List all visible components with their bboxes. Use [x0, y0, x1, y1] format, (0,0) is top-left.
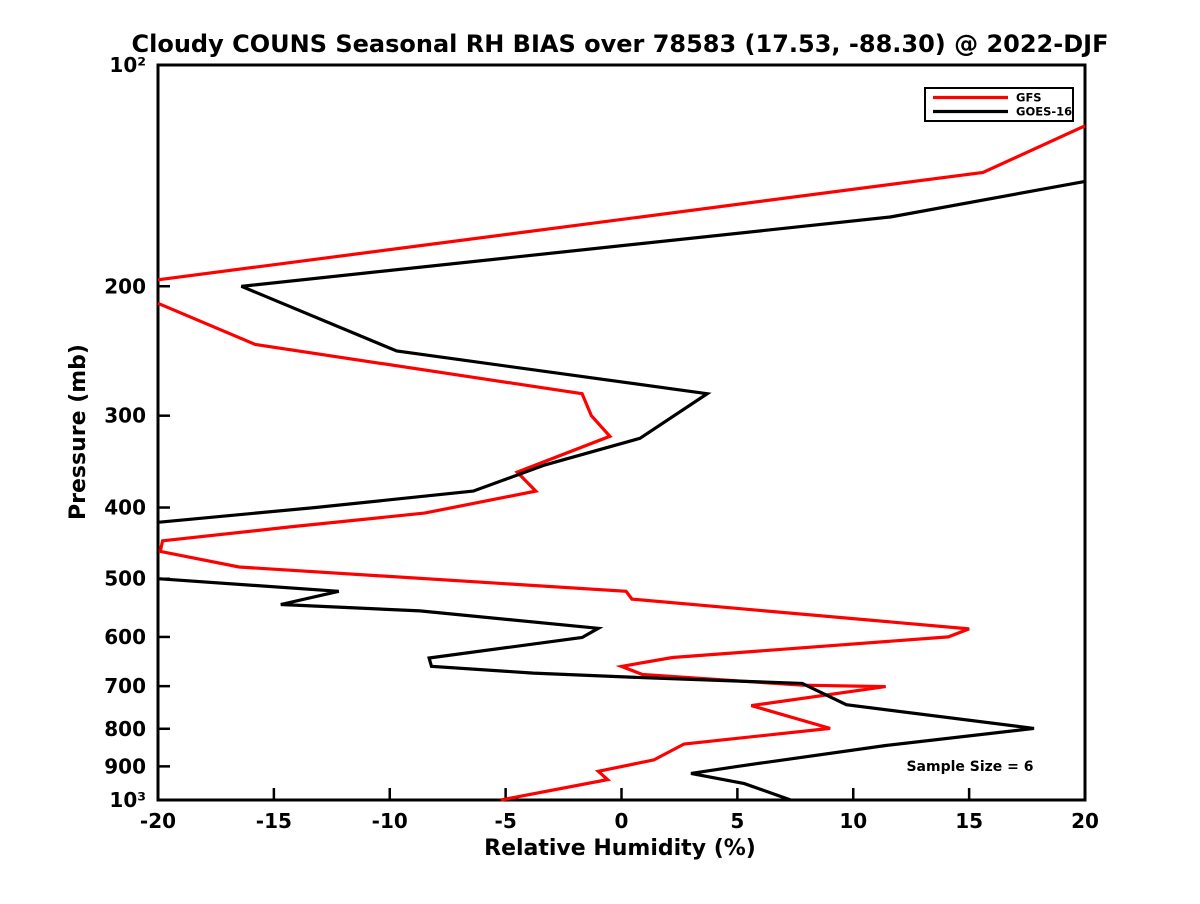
series-line-GOES-16 — [157, 577, 1035, 802]
plot-box — [156, 63, 1087, 802]
y-tick-label: 10² — [109, 53, 146, 77]
chart-title: Cloudy COUNS Seasonal RH BIAS over 78583… — [132, 30, 1109, 58]
x-tick-label: 10 — [839, 809, 867, 833]
x-tick-label: 0 — [615, 809, 629, 833]
y-tick-label: 10³ — [109, 788, 146, 812]
y-tick-label: 200 — [104, 274, 146, 298]
x-tick-label: -20 — [140, 809, 176, 833]
series-line-GFS — [157, 301, 970, 802]
y-tick-label: 900 — [104, 754, 146, 778]
y-tick-label: 300 — [104, 404, 146, 428]
series-line-GOES-16 — [157, 179, 1086, 524]
series-lines — [157, 124, 1086, 802]
y-tick-label: 600 — [104, 625, 146, 649]
x-axis-label: Relative Humidity (%) — [484, 836, 756, 861]
x-tick-label: 15 — [955, 809, 983, 833]
axis-ticks: -20 -15 -10 -5 0 5 10 15 20 10² 200 300 400 500 600 700… — [104, 53, 1099, 833]
x-tick-label: 20 — [1071, 809, 1099, 833]
x-tick-label: -10 — [372, 809, 408, 833]
x-tick-label: -15 — [256, 809, 292, 833]
x-tick-label: 5 — [730, 809, 744, 833]
x-tick-label: -5 — [495, 809, 517, 833]
sample-size-annotation: Sample Size = 6 — [906, 759, 1033, 775]
legend-box — [924, 87, 1074, 122]
y-tick-label: 700 — [104, 674, 146, 698]
y-tick-label: 800 — [104, 717, 146, 741]
legend-label-GFS: GFS — [1016, 91, 1042, 105]
y-tick-label: 500 — [104, 567, 146, 591]
y-tick-label: 400 — [104, 496, 146, 520]
y-axis-label: Pressure (mb) — [66, 344, 91, 520]
legend-label-GOES-16: GOES-16 — [1016, 105, 1072, 119]
series-line-GFS — [157, 124, 1086, 282]
